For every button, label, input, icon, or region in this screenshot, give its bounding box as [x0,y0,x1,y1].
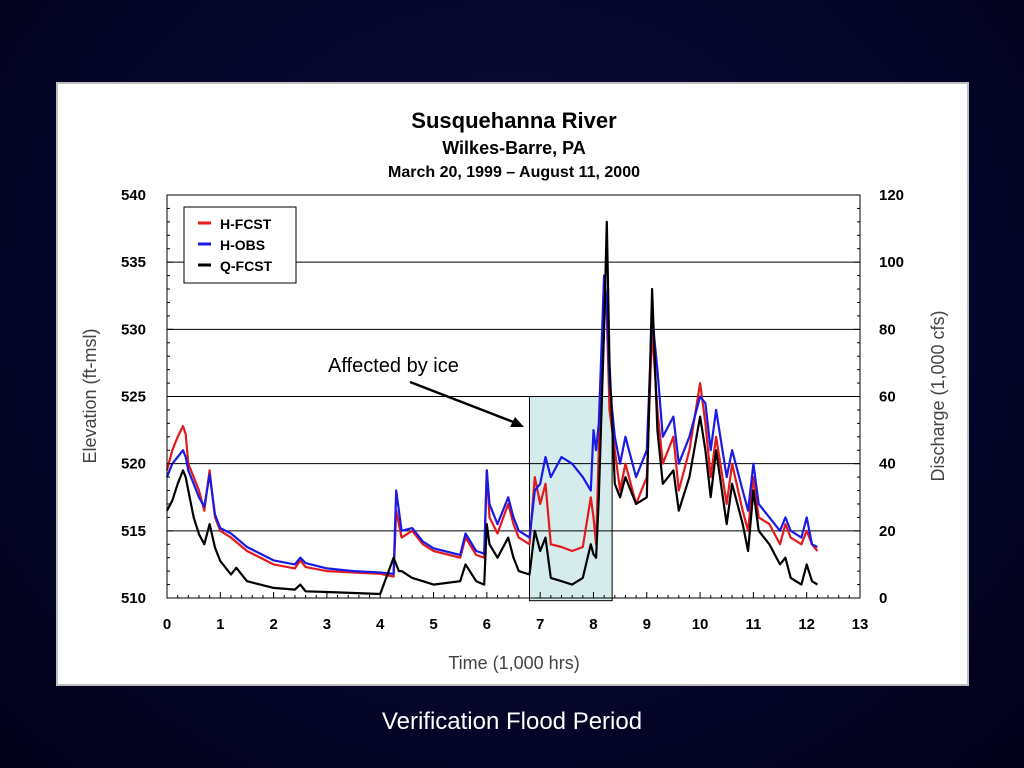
chart-date-range: March 20, 1999 – August 11, 2000 [388,164,640,181]
y2-tick-label: 100 [879,254,904,271]
legend-label-h-obs: H-OBS [220,237,265,253]
x-tick-label: 7 [536,616,544,633]
legend-label-q-fcst: Q-FCST [220,258,273,274]
x-tick-label: 13 [852,616,869,633]
y2-tick-label: 20 [879,523,896,540]
x-axis-label: Time (1,000 hrs) [448,653,579,673]
y-tick-label: 520 [121,456,146,473]
x-tick-label: 1 [216,616,224,633]
y-tick-label: 535 [121,254,146,271]
annotation-arrow-line [409,380,517,425]
x-tick-label: 5 [429,616,437,633]
x-tick-label: 10 [692,616,709,633]
series-line-h-fcst [165,287,819,578]
y2-axis-label: Discharge (1,000 cfs) [928,310,948,481]
y2-tick-label: 80 [879,321,896,338]
y2-tick-label: 0 [879,590,887,607]
legend-label-h-fcst: H-FCST [220,216,272,232]
legend: H-FCST H-OBS Q-FCST [183,206,297,284]
x-tick-label: 2 [269,616,277,633]
annotation-arrow-head [510,417,524,427]
series-line-h-obs [165,274,818,575]
y-tick-label: 515 [121,523,146,540]
x-tick-label: 0 [163,616,171,633]
chart-subtitle: Wilkes-Barre, PA [442,138,586,158]
y-axis-label: Elevation (ft-msl) [80,328,100,463]
series-layer [165,220,819,596]
y-tick-label: 540 [121,187,146,204]
chart-svg: Susquehanna River Wilkes-Barre, PA March… [80,108,948,673]
x-tick-label: 8 [589,616,597,633]
x-tick-label: 6 [483,616,491,633]
chart-frame: Susquehanna River Wilkes-Barre, PA March… [56,82,969,686]
y-tick-label: 510 [121,590,146,607]
series-line-q-fcst [166,220,818,596]
annotation-text: Affected by ice [328,355,459,377]
x-tick-label: 4 [376,616,385,633]
x-tick-label: 11 [745,616,761,633]
ticks-layer: 0 1 2 3 4 5 6 7 8 9 10 11 12 135105155205255305355400… [121,187,904,633]
y2-tick-label: 40 [879,456,896,473]
x-tick-label: 3 [323,616,331,633]
y-tick-label: 525 [121,389,146,406]
x-tick-label: 12 [798,616,815,633]
y-tick-label: 530 [121,321,146,338]
annotation: Affected by ice [328,355,524,427]
x-tick-label: 9 [643,616,651,633]
chart-title: Susquehanna River [411,108,617,133]
y2-tick-label: 120 [879,187,904,204]
slide-caption: Verification Flood Period [381,708,643,735]
y2-tick-label: 60 [879,389,896,406]
